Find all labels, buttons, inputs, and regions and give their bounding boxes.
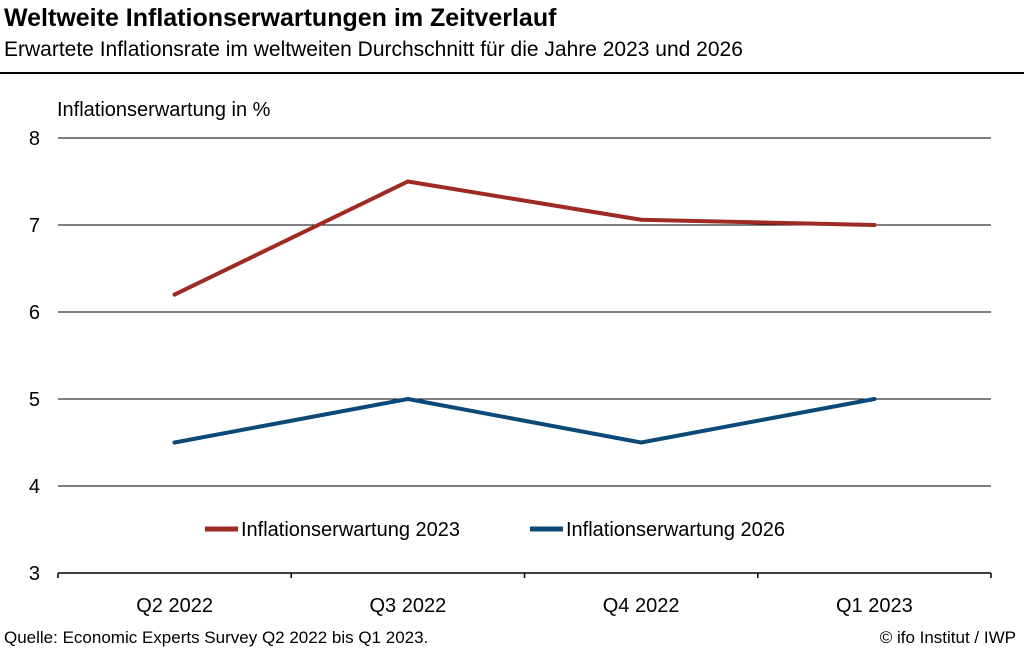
data-point xyxy=(639,440,644,445)
y-tick-label: 8 xyxy=(29,128,40,150)
data-point xyxy=(872,223,877,227)
data-point xyxy=(405,179,410,184)
data-point xyxy=(872,397,877,401)
title-divider xyxy=(0,72,1024,74)
y-axis-ticks: 3 4 5 6 7 8 xyxy=(29,128,40,585)
copyright-note: © ifo Institut / IWP xyxy=(879,628,1016,647)
gridlines xyxy=(58,137,991,487)
series-line-1 xyxy=(172,179,877,297)
y-tick-label: 3 xyxy=(29,563,40,585)
data-point xyxy=(405,397,410,401)
data-point xyxy=(639,217,644,222)
x-tick-label: Q2 2022 xyxy=(136,595,213,617)
chart-title: Weltweite Inflationserwartungen im Zeitv… xyxy=(4,4,557,32)
data-point xyxy=(172,292,177,297)
data-point xyxy=(172,440,177,445)
chart-subtitle: Erwartete Inflationsrate im weltweiten D… xyxy=(4,38,743,61)
y-tick-label: 4 xyxy=(29,476,40,498)
source-note: Quelle: Economic Experts Survey Q2 2022 … xyxy=(4,628,429,647)
x-tick-label: Q1 2023 xyxy=(836,595,913,617)
y-tick-label: 7 xyxy=(29,215,40,237)
series-line-2 xyxy=(172,397,877,445)
legend-label-1: Inflationserwartung 2023 xyxy=(241,519,460,541)
x-tick-label: Q4 2022 xyxy=(603,595,680,617)
x-tick-label: Q3 2022 xyxy=(370,595,447,617)
x-axis: Q2 2022 Q3 2022 Q4 2022 Q1 2023 xyxy=(57,572,992,617)
y-axis-label: Inflationserwartung in % xyxy=(57,99,271,121)
series-lines xyxy=(172,179,877,445)
legend-label-2: Inflationserwartung 2026 xyxy=(566,519,785,541)
legend: Inflationserwartung 2023 Inflationserwart… xyxy=(205,519,785,541)
y-tick-label: 6 xyxy=(29,302,40,324)
y-tick-label: 5 xyxy=(29,389,40,411)
